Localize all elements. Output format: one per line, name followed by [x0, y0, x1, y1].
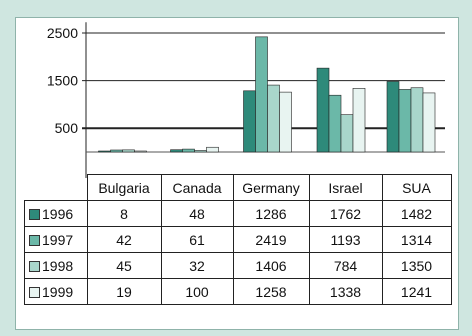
legend-label: 1998 [42, 257, 74, 274]
row-label: 1997 [24, 226, 88, 253]
bar-bulgaria-1996 [98, 150, 111, 153]
legend-swatch [29, 208, 40, 220]
table-cell: 1314 [381, 226, 452, 253]
row-label: 1998 [24, 252, 88, 279]
bar-germany-1996 [243, 90, 256, 153]
legend-swatch [29, 234, 40, 246]
bar-sua-1996 [386, 81, 400, 153]
table-cell: 19 [86, 278, 162, 305]
table-corner [24, 174, 88, 201]
table-cell: 784 [308, 252, 383, 279]
table-cell: 1193 [308, 226, 383, 253]
table-row: 1999 19 100 1258 1338 1241 [24, 278, 452, 305]
legend-label: 1996 [42, 205, 74, 222]
column-header: Germany [232, 174, 310, 201]
table-row: 1998 45 32 1406 784 1350 [24, 252, 452, 279]
bar-chart: 500 1500 2500 [47, 22, 445, 178]
table-cell: 48 [160, 200, 234, 227]
table-header-row: Bulgaria Canada Germany Israel SUA [24, 174, 452, 201]
table-cell: 8 [86, 200, 162, 227]
bar-germany-1997 [255, 36, 268, 153]
bars-group [98, 36, 436, 153]
table-cell: 100 [160, 278, 234, 305]
table-cell: 45 [86, 252, 162, 279]
bar-canada-1996 [170, 149, 183, 153]
table-row: 1996 8 48 1286 1762 1482 [24, 200, 452, 227]
bar-israel-1999 [352, 88, 366, 153]
table-cell: 1762 [308, 200, 383, 227]
bar-israel-1998 [340, 114, 354, 153]
chart-panel: 500 1500 2500 Bulgaria Canada Germany Isra… [15, 17, 459, 330]
bar-sua-1997 [398, 89, 412, 153]
legend-label: 1997 [42, 231, 74, 248]
y-axis: 500 1500 2500 [47, 22, 445, 178]
table-cell: 32 [160, 252, 234, 279]
bar-canada-1999 [206, 146, 219, 153]
legend-swatch [29, 260, 40, 272]
column-header: Bulgaria [86, 174, 162, 201]
y-tick-label: 500 [55, 120, 79, 136]
bar-sua-1998 [410, 87, 424, 153]
table-cell: 1338 [308, 278, 383, 305]
bar-sua-1999 [422, 92, 436, 153]
table-cell: 1406 [232, 252, 310, 279]
table-cell: 1241 [381, 278, 452, 305]
column-header: SUA [381, 174, 452, 201]
y-tick-label: 2500 [47, 25, 78, 41]
bar-germany-1998 [267, 84, 280, 153]
bar-israel-1996 [316, 67, 330, 153]
y-tick-label: 1500 [47, 73, 78, 89]
row-label: 1999 [24, 278, 88, 305]
legend-label: 1999 [42, 283, 74, 300]
table-cell: 1286 [232, 200, 310, 227]
bar-bulgaria-1998 [122, 149, 135, 153]
legend-swatch [29, 286, 40, 298]
table-cell: 2419 [232, 226, 310, 253]
table-row: 1997 42 61 2419 1193 1314 [24, 226, 452, 253]
table-cell: 61 [160, 226, 234, 253]
table-cell: 1482 [381, 200, 452, 227]
bar-germany-1999 [279, 91, 292, 153]
bar-bulgaria-1999 [134, 150, 147, 153]
bar-israel-1997 [328, 94, 342, 153]
bar-canada-1998 [194, 150, 207, 153]
data-table: Bulgaria Canada Germany Israel SUA 1996 8… [24, 174, 452, 305]
table-cell: 1258 [232, 278, 310, 305]
table-cell: 1350 [381, 252, 452, 279]
table-cell: 42 [86, 226, 162, 253]
bar-bulgaria-1997 [110, 149, 123, 153]
column-header: Canada [160, 174, 234, 201]
column-header: Israel [308, 174, 383, 201]
row-label: 1996 [24, 200, 88, 227]
bar-canada-1997 [182, 148, 195, 153]
